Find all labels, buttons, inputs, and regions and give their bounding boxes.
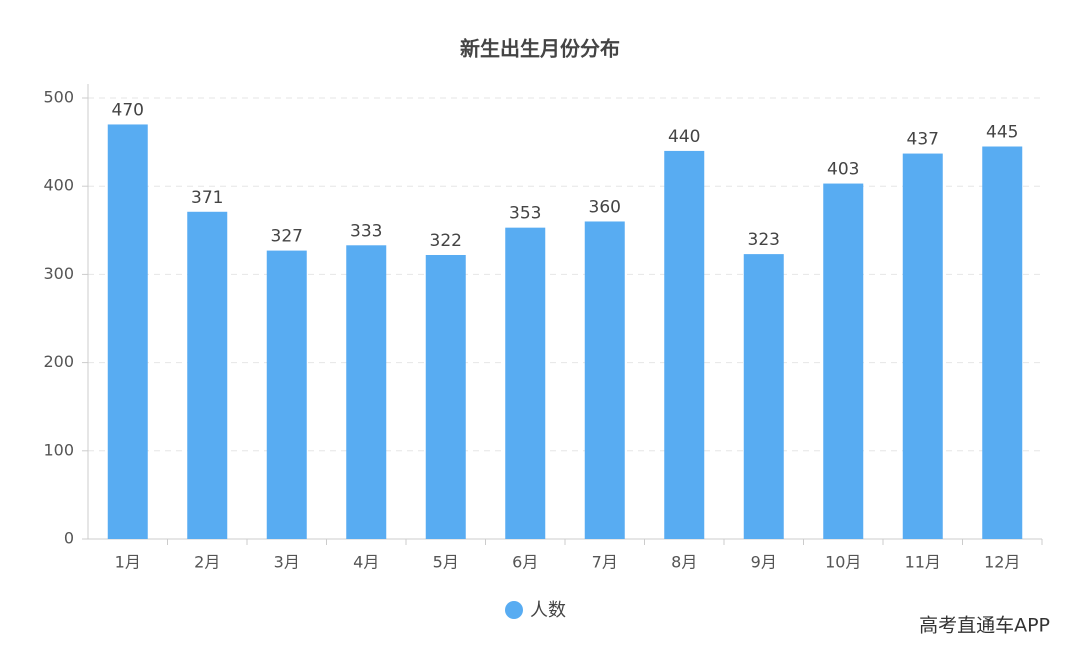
data-label: 323 [748,230,780,250]
data-label: 327 [271,227,303,247]
bar [902,153,943,540]
y-tick-label: 0 [64,529,74,548]
y-tick-label: 400 [43,176,74,195]
bar [743,254,784,539]
y-tick-label: 300 [43,264,74,283]
y-tick-label: 100 [43,440,74,459]
bar [266,250,307,539]
bar [346,245,387,539]
data-label: 322 [430,231,462,251]
x-tick-label: 7月 [592,553,618,572]
bar [187,211,228,539]
data-label: 403 [827,160,859,180]
data-label: 437 [907,130,939,150]
x-tick-label: 6月 [512,553,538,572]
x-tick-label: 5月 [433,553,459,572]
legend-marker [505,601,523,619]
data-label: 371 [191,188,223,208]
y-tick-label: 200 [43,352,74,371]
x-tick-label: 12月 [984,553,1020,572]
watermark: 高考直通车APP [919,615,1050,637]
y-tick-label: 500 [43,88,74,107]
x-tick-label: 1月 [115,553,141,572]
data-label: 470 [112,100,144,120]
legend-label: 人数 [530,600,566,621]
bar [584,221,625,540]
x-tick-label: 4月 [353,553,379,572]
data-label: 353 [509,204,541,224]
x-tick-label: 10月 [825,553,861,572]
bar [823,183,864,539]
data-label: 445 [986,123,1018,143]
x-tick-label: 11月 [905,553,941,572]
bar [664,150,705,540]
data-label: 440 [668,127,700,147]
bar [425,254,466,539]
x-tick-label: 3月 [274,553,300,572]
bar [505,227,546,540]
x-tick-label: 2月 [194,553,220,572]
x-tick-label: 8月 [671,553,697,572]
x-tick-label: 9月 [751,553,777,572]
bar [107,124,148,540]
chart-title: 新生出生月份分布 [460,37,620,61]
data-label: 360 [589,197,621,217]
data-label: 333 [350,221,382,241]
bar [982,146,1023,539]
